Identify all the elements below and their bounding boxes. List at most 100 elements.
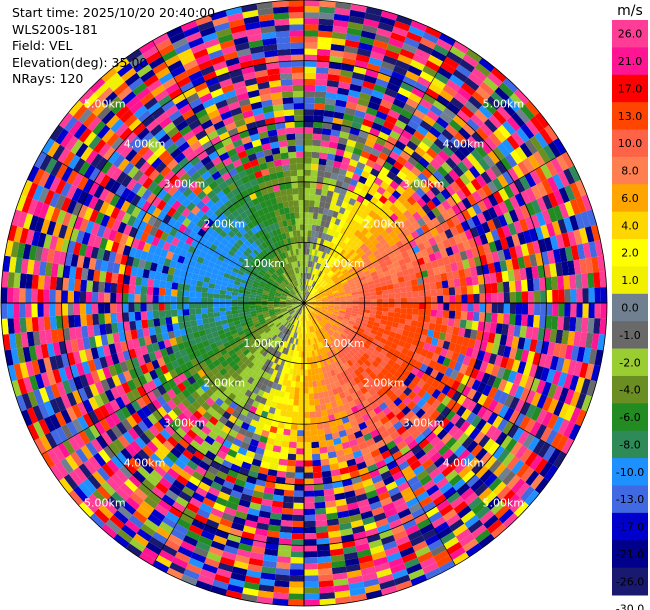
range-gate-cell	[343, 236, 351, 245]
range-gate-cell	[419, 183, 431, 194]
range-gate-cell	[429, 489, 443, 502]
range-gate-cell	[494, 504, 510, 520]
range-gate-cell	[558, 402, 570, 419]
range-gate-cell	[432, 99, 447, 112]
range-gate-cell	[491, 292, 498, 303]
range-gate-cell	[363, 74, 378, 84]
range-gate-cell	[400, 81, 415, 93]
range-gate-cell	[158, 303, 165, 311]
range-gate-cell	[394, 266, 402, 274]
range-gate-cell	[540, 290, 547, 303]
range-gate-cell	[305, 291, 309, 298]
range-gate-cell	[329, 49, 344, 58]
range-gate-cell	[312, 465, 322, 473]
range-gate-cell	[304, 502, 315, 510]
range-gate-cell	[411, 314, 419, 322]
range-gate-cell	[525, 470, 540, 487]
range-gate-cell	[332, 291, 340, 296]
range-gate-cell	[430, 409, 441, 421]
range-gate-cell	[326, 351, 332, 359]
range-gate-cell	[409, 535, 426, 547]
range-gate-cell	[279, 525, 293, 533]
range-gate-cell	[376, 410, 386, 420]
range-gate-cell	[407, 475, 420, 487]
range-gate-cell	[343, 45, 359, 55]
range-gate-cell	[326, 153, 336, 161]
range-gate-cell	[346, 264, 354, 271]
range-gate-cell	[392, 235, 401, 244]
range-gate-cell	[315, 410, 323, 418]
range-gate-cell	[288, 441, 297, 449]
range-gate-cell	[376, 388, 386, 398]
range-gate-cell	[305, 278, 308, 286]
range-gate-cell	[384, 339, 393, 348]
range-gate-cell	[497, 466, 512, 482]
range-gate-cell	[400, 108, 414, 120]
range-gate-cell	[370, 414, 380, 424]
range-gate-cell	[432, 494, 447, 507]
range-gate-cell	[563, 421, 576, 438]
range-gate-cell	[353, 376, 361, 385]
range-gate-cell	[304, 460, 313, 467]
range-gate-cell	[459, 533, 475, 547]
range-gate-cell	[481, 409, 493, 422]
range-gate-cell	[313, 317, 319, 324]
range-gate-cell	[407, 439, 419, 451]
range-gate-cell	[213, 303, 220, 308]
range-gate-cell	[569, 274, 577, 290]
range-gate-cell	[534, 132, 548, 148]
range-gate-cell	[344, 290, 352, 295]
range-gate-cell	[523, 229, 533, 244]
range-gate-cell	[308, 267, 312, 274]
range-gate-cell	[356, 135, 367, 145]
range-gate-cell	[558, 387, 570, 403]
range-gate-cell	[537, 442, 551, 459]
range-gate-cell	[359, 263, 367, 270]
range-gate-cell	[346, 255, 354, 263]
range-gate-cell	[295, 381, 300, 388]
range-gate-cell	[395, 59, 410, 71]
range-gate-cell	[328, 343, 334, 351]
range-gate-cell	[430, 289, 438, 297]
range-gate-cell	[365, 6, 383, 17]
range-gate-cell	[336, 225, 343, 233]
range-gate-cell	[339, 249, 346, 256]
range-gate-cell	[542, 445, 556, 462]
range-gate-cell	[523, 338, 532, 351]
range-gate-cell	[359, 243, 368, 251]
range-gate-cell	[457, 161, 469, 174]
range-gate-cell	[326, 310, 333, 314]
range-gate-cell	[417, 340, 426, 349]
range-gate-cell	[526, 314, 534, 328]
range-gate-cell	[390, 256, 399, 264]
range-gate-cell	[513, 88, 530, 105]
range-gate-cell	[494, 86, 510, 102]
range-gate-cell	[543, 237, 553, 252]
range-gate-cell	[358, 348, 366, 356]
range-gate-cell	[525, 404, 537, 419]
range-gate-cell	[419, 496, 433, 508]
range-gate-cell	[368, 379, 377, 388]
range-gate-cell	[546, 303, 553, 317]
range-gate-cell	[323, 346, 329, 353]
range-gate-cell	[330, 129, 341, 138]
range-gate-cell	[364, 367, 373, 376]
range-gate-cell	[439, 111, 453, 125]
range-gate-cell	[311, 441, 320, 449]
range-gate-cell	[591, 256, 600, 273]
range-gate-cell	[437, 460, 450, 473]
range-gate-cell	[397, 194, 407, 205]
range-gate-cell	[511, 336, 520, 349]
range-gate-cell	[61, 290, 68, 303]
range-gate-cell	[350, 313, 358, 318]
range-gate-cell	[361, 227, 369, 236]
range-gate-cell	[313, 282, 318, 288]
range-gate-cell	[464, 169, 476, 182]
range-gate-cell	[483, 514, 499, 530]
range-gate-cell	[358, 92, 372, 102]
range-gate-cell	[304, 448, 312, 455]
range-gate-cell	[326, 228, 333, 236]
range-gate-cell	[391, 406, 402, 417]
range-gate-cell	[492, 402, 504, 416]
range-gate-cell	[503, 198, 515, 212]
